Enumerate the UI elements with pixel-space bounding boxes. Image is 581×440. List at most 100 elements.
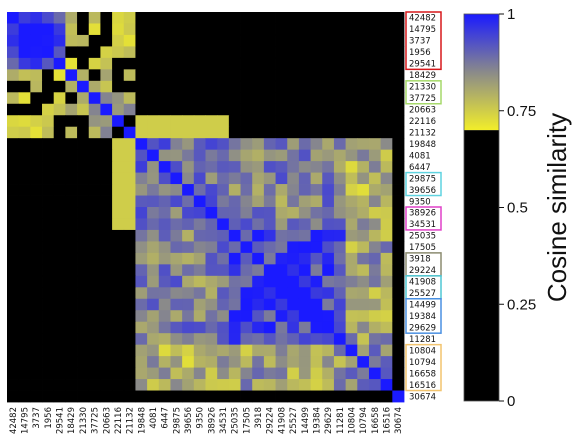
heatmap-cell [205, 207, 218, 219]
heatmap-cell [368, 252, 382, 265]
heatmap-cell [368, 207, 382, 219]
heatmap-cell [228, 344, 241, 357]
heatmap-cell [112, 34, 125, 47]
heatmap-cell [100, 321, 113, 334]
heatmap-cell [275, 184, 288, 196]
heatmap-cell [123, 275, 136, 288]
heatmap-cell [333, 310, 347, 323]
heatmap-cell [240, 287, 253, 300]
x-tick-label: 41908 [277, 407, 287, 434]
heatmap-cell [310, 321, 323, 334]
heatmap-cell [392, 184, 405, 196]
heatmap-cell [18, 34, 31, 47]
heatmap-cell [368, 184, 382, 196]
heatmap-cell [298, 149, 311, 162]
x-tick-label: 17505 [242, 407, 252, 434]
heatmap-cell [228, 80, 241, 93]
heatmap-cell [88, 287, 101, 300]
x-tick-label: 14499 [301, 407, 311, 434]
heatmap-cell [217, 241, 230, 254]
heatmap-cell [88, 390, 101, 403]
heatmap-cell [310, 46, 323, 59]
heatmap-cell [135, 264, 148, 277]
heatmap-cell [205, 275, 218, 288]
heatmap-cell [298, 333, 311, 346]
heatmap-cell [65, 57, 78, 70]
heatmap-cell [170, 218, 183, 231]
heatmap-cell [357, 172, 370, 185]
y-tick-label: 38926 [409, 209, 436, 219]
heatmap-cell [228, 23, 241, 36]
heatmap-cell [170, 298, 183, 311]
heatmap-cell [287, 310, 300, 323]
heatmap-cell [53, 229, 66, 242]
heatmap-cell [77, 287, 90, 300]
heatmap-cell [322, 264, 335, 277]
y-tick-label: 30674 [409, 392, 436, 402]
heatmap-cell [123, 92, 136, 105]
heatmap-cell [322, 184, 335, 196]
heatmap-cell [30, 356, 43, 368]
heatmap-cell [53, 172, 66, 185]
heatmap-cell [217, 34, 230, 47]
heatmap-cell [123, 241, 136, 254]
heatmap-cell [170, 34, 183, 47]
heatmap-cell [392, 390, 405, 403]
heatmap-cell [7, 92, 20, 105]
heatmap-cell [287, 275, 300, 288]
heatmap-cell [205, 379, 218, 391]
heatmap-cell [182, 184, 195, 196]
heatmap-cell [217, 207, 230, 219]
heatmap-cell [65, 264, 78, 277]
heatmap-cell [100, 207, 113, 219]
heatmap-cell [42, 149, 55, 162]
heatmap-cell [147, 92, 160, 105]
heatmap-cell [252, 69, 265, 82]
heatmap-cell [263, 333, 276, 346]
heatmap-cell [100, 103, 113, 116]
heatmap-cell [263, 218, 276, 231]
heatmap-cell [30, 126, 43, 139]
heatmap-cell [65, 298, 78, 311]
heatmap-cell [65, 12, 78, 24]
heatmap-cell [287, 126, 300, 139]
heatmap-cell [88, 184, 101, 196]
heatmap-cell [193, 356, 206, 368]
heatmap-cell [100, 241, 113, 254]
heatmap-cell [135, 92, 148, 105]
heatmap-cell [217, 184, 230, 196]
heatmap-cell [228, 379, 241, 391]
heatmap-cell [252, 321, 265, 334]
heatmap-cell [77, 126, 90, 139]
heatmap-cell [287, 138, 300, 151]
heatmap-cell [53, 103, 66, 116]
heatmap-cell [252, 252, 265, 265]
heatmap-cell [322, 103, 335, 116]
heatmap-cell [228, 207, 241, 219]
heatmap-cell [182, 138, 195, 151]
heatmap-cell [392, 23, 405, 36]
heatmap-cell [333, 126, 347, 139]
heatmap-cell [53, 390, 66, 403]
heatmap-cell [88, 229, 101, 242]
heatmap-cell [357, 126, 370, 139]
heatmap-cell [182, 195, 195, 208]
heatmap-cell [333, 379, 347, 391]
heatmap-cell [333, 252, 347, 265]
heatmap-cell [298, 23, 311, 36]
heatmap-cell [123, 138, 136, 151]
heatmap-cell [135, 23, 148, 36]
heatmap-cell [53, 287, 66, 300]
heatmap-cell [193, 149, 206, 162]
heatmap-cell [287, 321, 300, 334]
heatmap-cell [287, 287, 300, 300]
heatmap-cell [182, 149, 195, 162]
heatmap-cell [18, 275, 31, 288]
heatmap-cell [65, 241, 78, 254]
x-tick-label: 4081 [149, 407, 159, 429]
heatmap-cell [322, 161, 335, 173]
x-tick-label: 19384 [312, 407, 322, 434]
heatmap-cell [53, 298, 66, 311]
heatmap-cell [30, 161, 43, 173]
heatmap-cell [205, 69, 218, 82]
